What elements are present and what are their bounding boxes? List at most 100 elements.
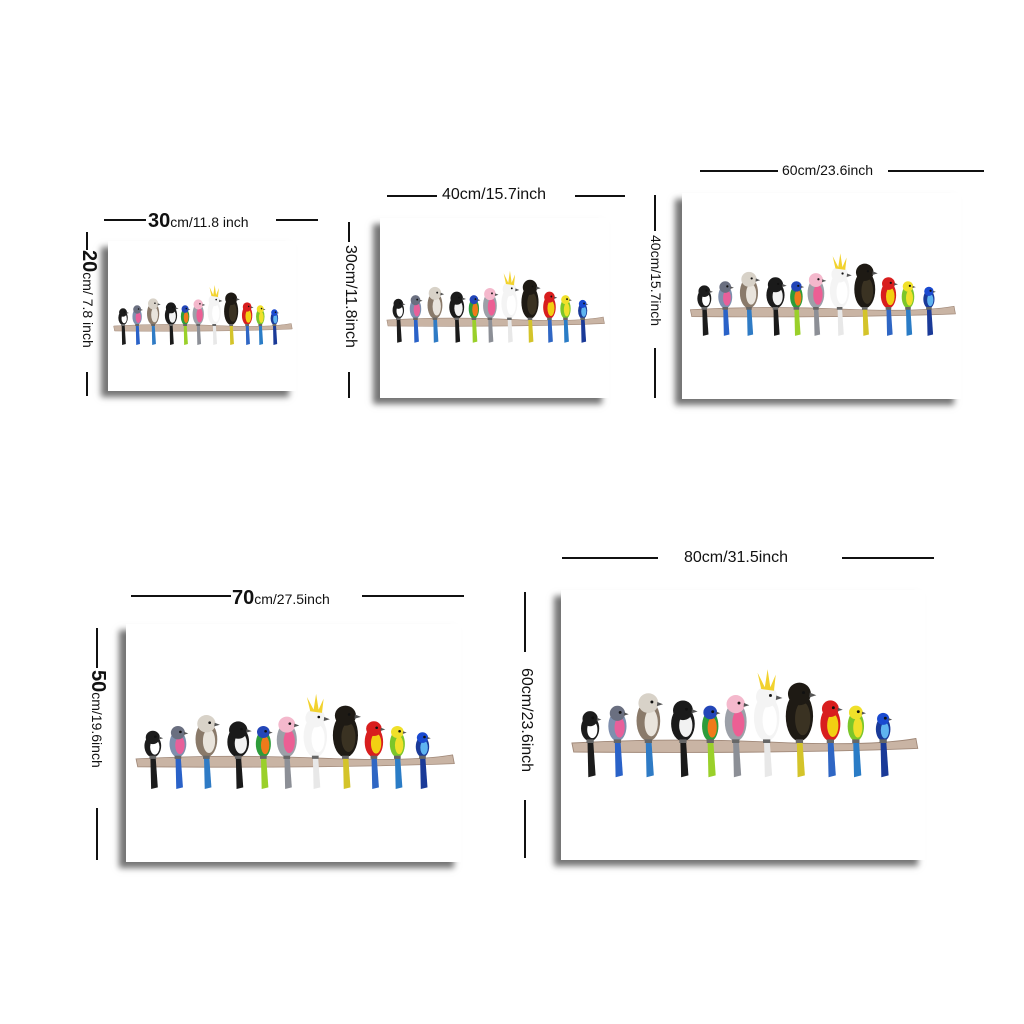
sulphur-crested-cockatoo-bird [303, 693, 330, 790]
sulphur-crested-cockatoo-bird [501, 270, 520, 343]
bird-artwork [113, 285, 293, 345]
rose-robin-bird [409, 295, 423, 343]
width-dimension-line [104, 219, 146, 221]
willie-wagtail-bird [118, 308, 129, 345]
budgerigar-bird [256, 305, 266, 345]
width-dimension-line [276, 219, 318, 221]
rainbow-lorikeet-bird [790, 281, 805, 336]
height-dimension-line [96, 628, 98, 668]
height-dimension-line [86, 372, 88, 396]
width-label: 70cm/27.5inch [232, 587, 330, 609]
galah-bird [807, 273, 827, 336]
height-dimension-line [96, 808, 98, 860]
kookaburra-bird [636, 693, 664, 778]
willie-wagtail-bird [144, 730, 164, 790]
width-label: 60cm/23.6inch [782, 162, 874, 178]
eastern-rosella-bird [364, 721, 386, 790]
black-cockatoo-bird [521, 279, 541, 343]
black-cockatoo-bird [332, 705, 362, 790]
kookaburra-bird [739, 271, 761, 336]
willie-wagtail-bird [697, 285, 713, 336]
superb-fairywren-bird [923, 286, 936, 336]
kookaburra-bird [195, 715, 220, 790]
height-label: 60cm/23.6inch [518, 668, 535, 773]
height-dimension-line [86, 232, 88, 250]
willie-wagtail-bird [581, 711, 602, 778]
height-dimension-line [654, 348, 656, 398]
bird-artwork [135, 693, 455, 790]
height-label: 20cm/ 7.8 inch [78, 250, 100, 348]
rose-robin-bird [608, 705, 629, 778]
magpie-bird [164, 302, 179, 345]
sulphur-crested-cockatoo-bird [207, 285, 223, 345]
rose-robin-bird [169, 726, 189, 790]
eastern-rosella-bird [241, 302, 254, 345]
rainbow-lorikeet-bird [255, 725, 273, 790]
rainbow-lorikeet-bird [180, 305, 191, 345]
magpie-bird [671, 700, 698, 778]
bird-artwork [386, 270, 605, 343]
branch [571, 737, 919, 753]
magpie-bird [449, 291, 466, 343]
galah-bird [276, 716, 300, 790]
branch [386, 316, 605, 327]
bird-artwork [571, 669, 919, 778]
sulphur-crested-cockatoo-bird [753, 669, 783, 778]
superb-fairywren-bird [270, 309, 280, 345]
canvas-print [561, 590, 925, 860]
superb-fairywren-bird [578, 299, 589, 343]
branch [689, 305, 956, 318]
branch [113, 323, 293, 332]
canvas-print [108, 241, 296, 391]
galah-bird [724, 695, 750, 778]
galah-bird [483, 288, 499, 343]
width-dimension-line [842, 557, 934, 559]
width-dimension-line [387, 195, 437, 197]
kookaburra-bird [427, 286, 445, 343]
rose-robin-bird [132, 305, 143, 345]
kookaburra-bird [147, 298, 161, 345]
height-dimension-line [348, 372, 350, 398]
black-cockatoo-bird [785, 682, 817, 778]
eastern-rosella-bird [543, 291, 558, 343]
budgerigar-bird [847, 705, 866, 778]
height-dimension-line [348, 222, 350, 242]
canvas-print [682, 193, 961, 399]
rainbow-lorikeet-bird [702, 705, 721, 778]
budgerigar-bird [901, 281, 916, 336]
height-dimension-line [524, 800, 526, 858]
magpie-bird [766, 277, 787, 336]
magpie-bird [227, 721, 252, 790]
black-cockatoo-bird [224, 292, 240, 345]
height-dimension-line [654, 195, 656, 231]
budgerigar-bird [560, 295, 572, 343]
width-label: 30cm/11.8 inch [148, 210, 249, 232]
canvas-print [126, 624, 461, 862]
superb-fairywren-bird [415, 732, 431, 790]
width-dimension-line [562, 557, 658, 559]
galah-bird [192, 299, 206, 345]
height-label: 50cm/19.6inch [87, 670, 109, 768]
width-dimension-line [362, 595, 464, 597]
eastern-rosella-bird [880, 277, 898, 336]
rose-robin-bird [718, 281, 734, 336]
height-label: 40cm/15.7inch [648, 235, 664, 327]
canvas-print [380, 218, 609, 398]
width-label: 80cm/31.5inch [684, 549, 789, 566]
width-dimension-line [700, 170, 778, 172]
rainbow-lorikeet-bird [468, 295, 481, 343]
superb-fairywren-bird [875, 712, 893, 778]
black-cockatoo-bird [854, 263, 878, 336]
budgerigar-bird [389, 725, 407, 790]
height-dimension-line [524, 592, 526, 652]
width-dimension-line [575, 195, 625, 197]
eastern-rosella-bird [820, 700, 843, 778]
willie-wagtail-bird [392, 298, 406, 343]
width-label: 40cm/15.7inch [442, 186, 547, 203]
width-dimension-line [888, 170, 984, 172]
height-label: 30cm/11.8inch [342, 245, 359, 348]
sulphur-crested-cockatoo-bird [829, 253, 852, 336]
bird-artwork [689, 253, 956, 336]
branch [135, 754, 455, 768]
width-dimension-line [131, 595, 231, 597]
